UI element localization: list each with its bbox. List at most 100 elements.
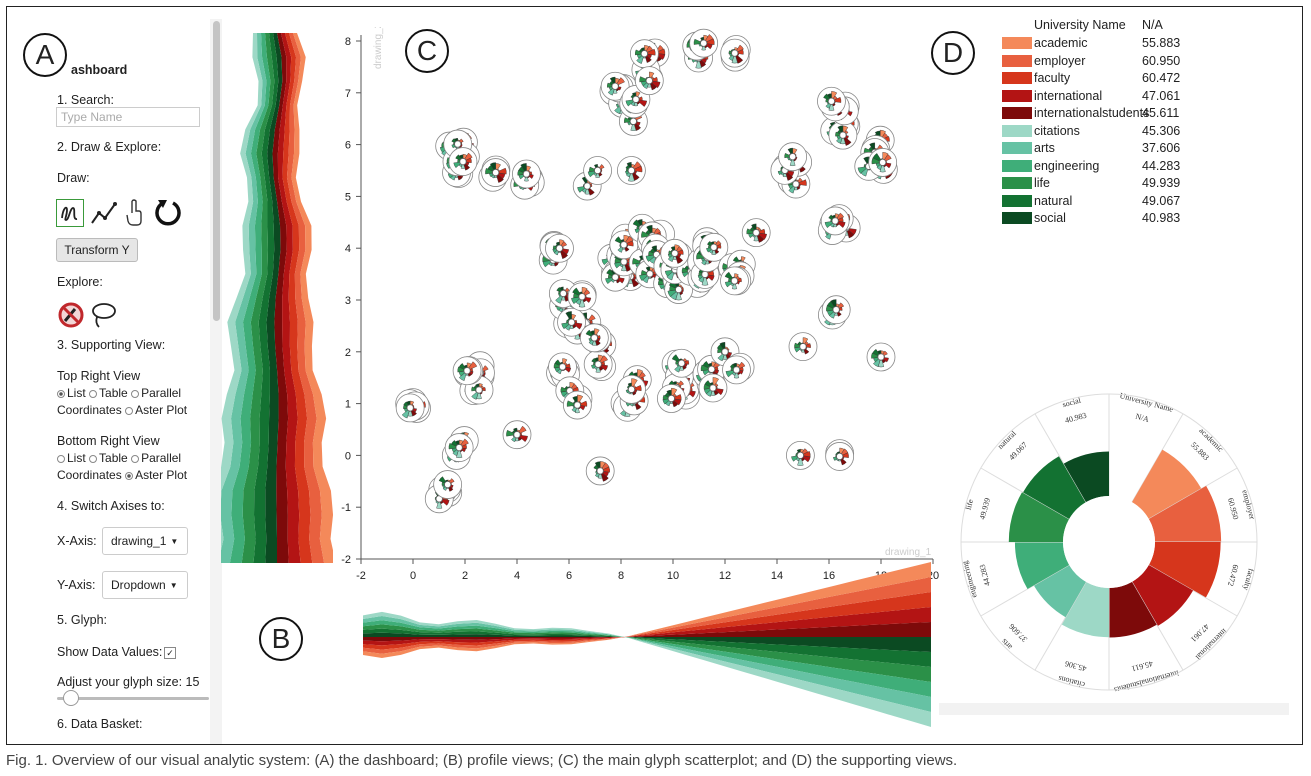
- glyph-size-label: Adjust your glyph size: 15: [57, 675, 200, 689]
- bottom-right-radio-table[interactable]: [89, 454, 98, 463]
- brush-explore-tool[interactable]: [57, 301, 85, 329]
- aster-slice: [1014, 542, 1070, 590]
- university-glyph[interactable]: [660, 238, 690, 268]
- university-glyph[interactable]: [741, 218, 771, 248]
- x-tick-label: 12: [719, 570, 731, 582]
- university-glyph[interactable]: [583, 156, 613, 185]
- lasso-explore-tool[interactable]: [89, 301, 117, 331]
- legend-item-value: 49.067: [1142, 193, 1181, 208]
- university-glyph[interactable]: [545, 233, 574, 263]
- university-glyph[interactable]: [617, 375, 646, 404]
- university-glyph[interactable]: [821, 295, 851, 325]
- university-glyph[interactable]: [656, 384, 686, 413]
- profile-band: [363, 611, 931, 727]
- university-glyph[interactable]: [583, 349, 613, 379]
- university-glyph[interactable]: [630, 39, 659, 69]
- university-glyph[interactable]: [720, 266, 749, 296]
- university-glyph[interactable]: [481, 158, 511, 187]
- lasso-icon: [92, 303, 116, 328]
- dashboard-title: ashboard: [71, 63, 128, 77]
- university-glyph[interactable]: [395, 393, 425, 423]
- profile-band: [286, 33, 325, 563]
- bottom-right-radio-parallel[interactable]: [131, 454, 140, 463]
- university-glyph[interactable]: [699, 232, 729, 262]
- university-glyph[interactable]: [778, 142, 808, 172]
- y-axis-dropdown[interactable]: Dropdown ▼: [102, 571, 188, 599]
- y-tick-label: 5: [345, 191, 351, 203]
- legend-item-value: 40.983: [1142, 211, 1181, 225]
- university-glyph[interactable]: [698, 373, 728, 403]
- glyph-size-slider-handle[interactable]: [63, 690, 79, 706]
- university-glyph[interactable]: [616, 156, 646, 185]
- university-glyph[interactable]: [452, 356, 482, 386]
- university-glyph[interactable]: [689, 28, 719, 58]
- transform-y-button[interactable]: Transform Y: [56, 238, 138, 262]
- university-glyph[interactable]: [785, 440, 815, 470]
- show-values-checkbox[interactable]: ✓: [164, 647, 176, 659]
- aster-value-label: 55.883: [1189, 440, 1211, 462]
- profile-band: [363, 616, 931, 712]
- university-glyph[interactable]: [579, 323, 609, 353]
- university-glyph[interactable]: [720, 38, 750, 68]
- university-glyph[interactable]: [722, 355, 751, 385]
- freehand-draw-tool[interactable]: [56, 199, 84, 227]
- university-glyph[interactable]: [548, 352, 577, 382]
- bottom-right-view-options[interactable]: List Table Parallel: [57, 451, 181, 465]
- university-glyph[interactable]: [868, 148, 898, 177]
- bottom-right-radio-list[interactable]: [57, 454, 65, 463]
- university-glyph[interactable]: [448, 147, 478, 176]
- bottom-right-view-label: Bottom Right View: [57, 434, 160, 448]
- bottom-right-view-options-2[interactable]: Coordinates Aster Plot: [57, 468, 188, 482]
- university-glyph[interactable]: [512, 159, 541, 189]
- x-tick-label: -2: [356, 570, 366, 582]
- university-glyph[interactable]: [609, 230, 639, 260]
- profile-band: [253, 33, 279, 563]
- university-glyph[interactable]: [817, 86, 846, 116]
- legend-item: academic 55.883: [1002, 35, 1192, 51]
- profile-band: [363, 620, 931, 697]
- legend-swatch: [1002, 212, 1032, 224]
- legend-item-name: international: [1034, 88, 1103, 103]
- polyline-draw-tool[interactable]: [89, 199, 119, 227]
- university-glyph[interactable]: [820, 206, 850, 236]
- university-glyph[interactable]: [825, 442, 855, 471]
- draw-explore-label: 2. Draw & Explore:: [57, 140, 162, 154]
- search-input[interactable]: [56, 107, 200, 127]
- touch-draw-tool[interactable]: [123, 197, 147, 227]
- x-axis-dropdown[interactable]: drawing_1 ▼: [102, 527, 188, 555]
- university-glyph[interactable]: [433, 470, 463, 499]
- university-glyph[interactable]: [562, 390, 592, 420]
- university-glyph[interactable]: [585, 456, 615, 486]
- university-glyph[interactable]: [828, 120, 858, 150]
- glyph-size-slider[interactable]: [57, 697, 209, 700]
- panel-label-c: C: [405, 29, 449, 73]
- top-right-view-options[interactable]: List Table Parallel: [57, 386, 181, 400]
- reset-button[interactable]: [153, 197, 183, 227]
- top-right-radio-parallel[interactable]: [131, 389, 140, 398]
- legend-swatch: [1002, 89, 1032, 102]
- profile-band: [265, 33, 283, 563]
- university-glyph[interactable]: [557, 307, 586, 337]
- aster-slice: [1023, 456, 1086, 519]
- top-right-radio-aster[interactable]: [125, 406, 134, 415]
- app-frame: A ashboard 1. Search: 2. Draw & Explore:…: [6, 6, 1303, 745]
- sidebar-scrollbar-thumb[interactable]: [213, 21, 220, 321]
- university-glyph[interactable]: [866, 342, 896, 372]
- university-glyph[interactable]: [634, 66, 664, 96]
- top-right-view-options-2[interactable]: Coordinates Aster Plot: [57, 403, 188, 417]
- university-glyph[interactable]: [502, 420, 532, 450]
- university-glyph[interactable]: [788, 332, 818, 362]
- x-tick-label: 0: [410, 570, 416, 582]
- university-glyph[interactable]: [667, 348, 696, 378]
- bottom-right-radio-aster[interactable]: [125, 471, 134, 480]
- profile-band: [363, 562, 931, 658]
- top-right-radio-table[interactable]: [89, 389, 98, 398]
- legend-item: citations 45.306: [1002, 123, 1192, 139]
- freehand-icon: [61, 206, 78, 221]
- university-glyph[interactable]: [567, 282, 597, 312]
- legend-item: employer 60.950: [1002, 53, 1192, 69]
- university-glyph[interactable]: [444, 433, 474, 462]
- university-glyph[interactable]: [600, 71, 630, 101]
- top-right-radio-list[interactable]: [57, 389, 65, 398]
